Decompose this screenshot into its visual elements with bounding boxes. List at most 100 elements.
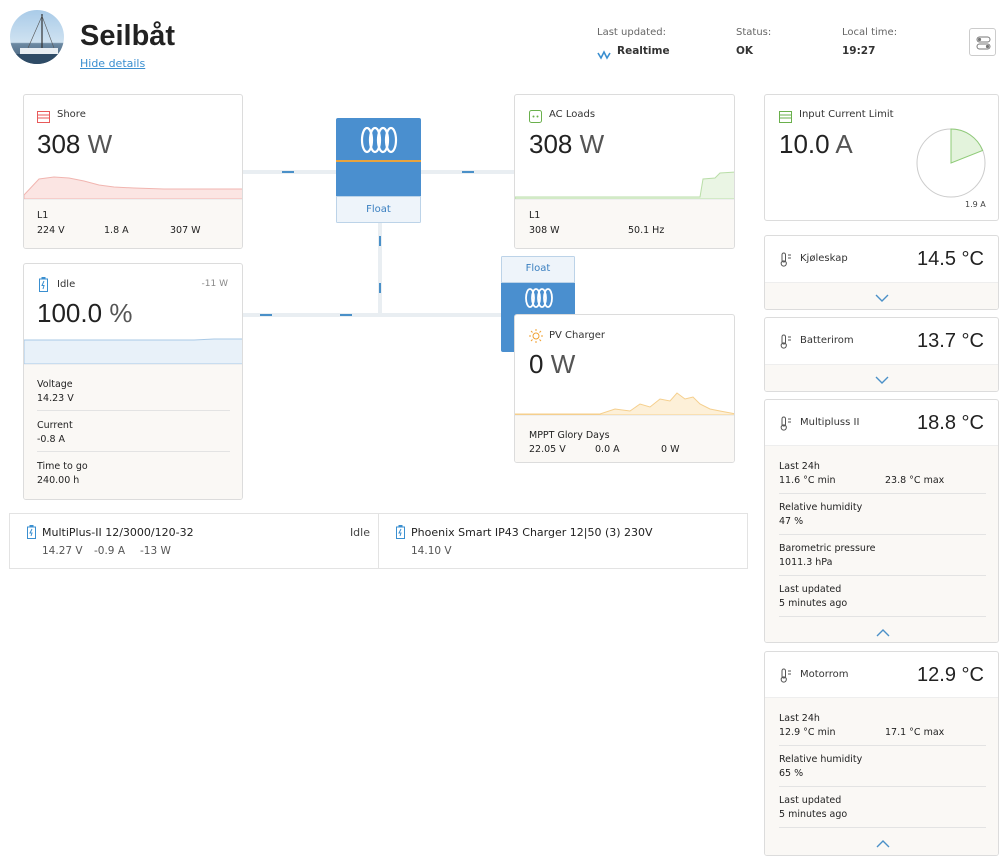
input-limit-gauge [916,128,986,198]
sensor-temp-unit: °C [961,664,984,686]
collapse-chevron-up-icon[interactable] [765,623,998,642]
page-title: Seilbåt [80,20,176,52]
local-time-label: Local time: [842,27,898,38]
battery-ttg-label: Time to go [37,461,88,472]
status-label: Status: [736,27,772,38]
sensor-temp-value: 13.7 [917,330,956,352]
ac-loads-freq: 50.1 Hz [628,225,665,236]
charger-state: Float [525,263,551,274]
flow-dot [282,171,294,173]
shore-power: 308 W [37,129,112,160]
sensor-updated-label: Last updated [779,795,842,806]
sensor-rh: 47 % [779,516,804,527]
device-multiplus[interactable]: MultiPlus-II 12/3000/120-32 Idle 14.27 V… [10,514,379,568]
last-updated-label: Last updated: [597,27,666,38]
device-power: -13 W [140,545,171,557]
connector-battery-bus [242,313,517,317]
device-current: -0.9 A [94,545,126,557]
flow-dot [340,314,352,316]
flow-dot [379,236,381,246]
sensor-temp-unit: °C [961,412,984,434]
pv-details: MPPT Glory Days 22.05 V 0.0 A 0 W [515,415,734,462]
expand-chevron-down-icon[interactable] [765,288,998,307]
ac-loads-details: L1 308 W 50.1 Hz [515,199,734,248]
separator [779,827,986,828]
settings-toggle-button[interactable] [969,28,996,56]
sensor-temp-unit: °C [961,330,984,352]
battery-voltage: 14.23 V [37,393,74,404]
shore-power-unit: W [87,129,113,159]
shore-card[interactable]: Shore 308 W L1 224 V 1.8 A 307 W [23,94,243,249]
realtime-icon [597,45,611,64]
battery-current-label: Current [37,420,73,431]
ac-loads-watts: 308 W [529,225,560,236]
thermometer-icon [779,668,793,687]
sensor-last24-label: Last 24h [779,713,820,724]
battery-sparkline [24,338,242,364]
inverter-box[interactable]: Float [336,118,421,223]
sensor-rh-label: Relative humidity [779,502,863,513]
battery-current: -0.8 A [37,434,66,445]
sensor-baro-label: Barometric pressure [779,543,876,554]
local-time-value: 19:27 [842,45,876,57]
battery-details: Voltage 14.23 V Current -0.8 A Time to g… [24,364,242,499]
pv-sparkline [515,392,734,415]
sensor-last24-label: Last 24h [779,461,820,472]
input-limit-title: Input Current Limit [799,109,894,120]
shore-amps: 1.8 A [104,225,129,236]
sensor-baro: 1011.3 hPa [779,557,833,568]
shore-power-value: 308 [37,129,81,159]
sensor-rh-label: Relative humidity [779,754,863,765]
device-name: Phoenix Smart IP43 Charger 12|50 (3) 230… [411,526,653,539]
expand-chevron-down-icon[interactable] [765,370,998,389]
sensor-details: Last 24h 12.9 °C min 17.1 °C max Relativ… [765,697,998,855]
sensor-rh: 65 % [779,768,804,779]
battery-state: Idle [57,279,76,290]
shore-icon [37,108,50,127]
sensor-card-motorrom[interactable]: Motorrom 12.9 °C Last 24h 12.9 °C min 17… [764,651,999,856]
battery-charger-icon [27,524,36,543]
device-phoenix-charger[interactable]: Phoenix Smart IP43 Charger 12|50 (3) 230… [379,514,748,568]
ac-loads-power-value: 308 [529,129,573,159]
battery-card[interactable]: Idle -11 W 100.0 % Voltage 14.23 V Curre… [23,263,243,500]
ac-loads-power: 308 W [529,129,604,160]
sailboat-photo-icon [10,14,64,64]
sensor-card-batterirom[interactable]: Batterirom 13.7 °C [764,317,999,392]
ac-loads-sparkline [515,171,734,199]
thermometer-icon [779,416,793,435]
shore-details: L1 224 V 1.8 A 307 W [24,199,242,248]
connector-inverter-bus [378,222,382,315]
shore-phase: L1 [37,210,49,221]
sensor-max: 23.8 °C max [885,475,945,486]
battery-soc: 100.0 % [37,298,132,329]
thermometer-icon [779,252,793,271]
pv-title: PV Charger [549,330,606,341]
pv-watts: 0 W [661,444,680,455]
thermometer-icon [779,334,793,353]
device-list: MultiPlus-II 12/3000/120-32 Idle 14.27 V… [9,513,748,569]
sensor-max: 17.1 °C max [885,727,945,738]
input-current-limit-card[interactable]: Input Current Limit 10.0 A 1.9 A [764,94,999,221]
sensor-temp: 18.8 °C [917,412,984,435]
separator [779,534,986,535]
ac-loads-title: AC Loads [549,109,596,120]
sensor-updated: 5 minutes ago [779,809,848,820]
separator [37,410,230,411]
ac-loads-card[interactable]: AC Loads 308 W L1 308 W 50.1 Hz [514,94,735,249]
battery-soc-value: 100.0 [37,298,103,328]
last-updated-value: Realtime [617,45,670,57]
sensor-temp-value: 18.8 [917,412,956,434]
pv-device-name: MPPT Glory Days [529,430,610,441]
inverter-state: Float [336,196,421,223]
input-limit-value-wrap: 10.0 A [779,129,853,160]
sensor-updated: 5 minutes ago [779,598,848,609]
input-limit-value: 10.0 [779,129,830,159]
flow-dot [379,283,381,293]
collapse-chevron-up-icon[interactable] [765,834,998,853]
separator [779,616,986,617]
sensor-temp: 12.9 °C [917,664,984,687]
hide-details-link[interactable]: Hide details [80,57,146,70]
sensor-card-multipluss[interactable]: Multipluss II 18.8 °C Last 24h 11.6 °C m… [764,399,999,643]
pv-charger-card[interactable]: PV Charger 0 W MPPT Glory Days 22.05 V 0… [514,314,735,463]
sensor-card-kjoleskap[interactable]: Kjøleskap 14.5 °C [764,235,999,310]
